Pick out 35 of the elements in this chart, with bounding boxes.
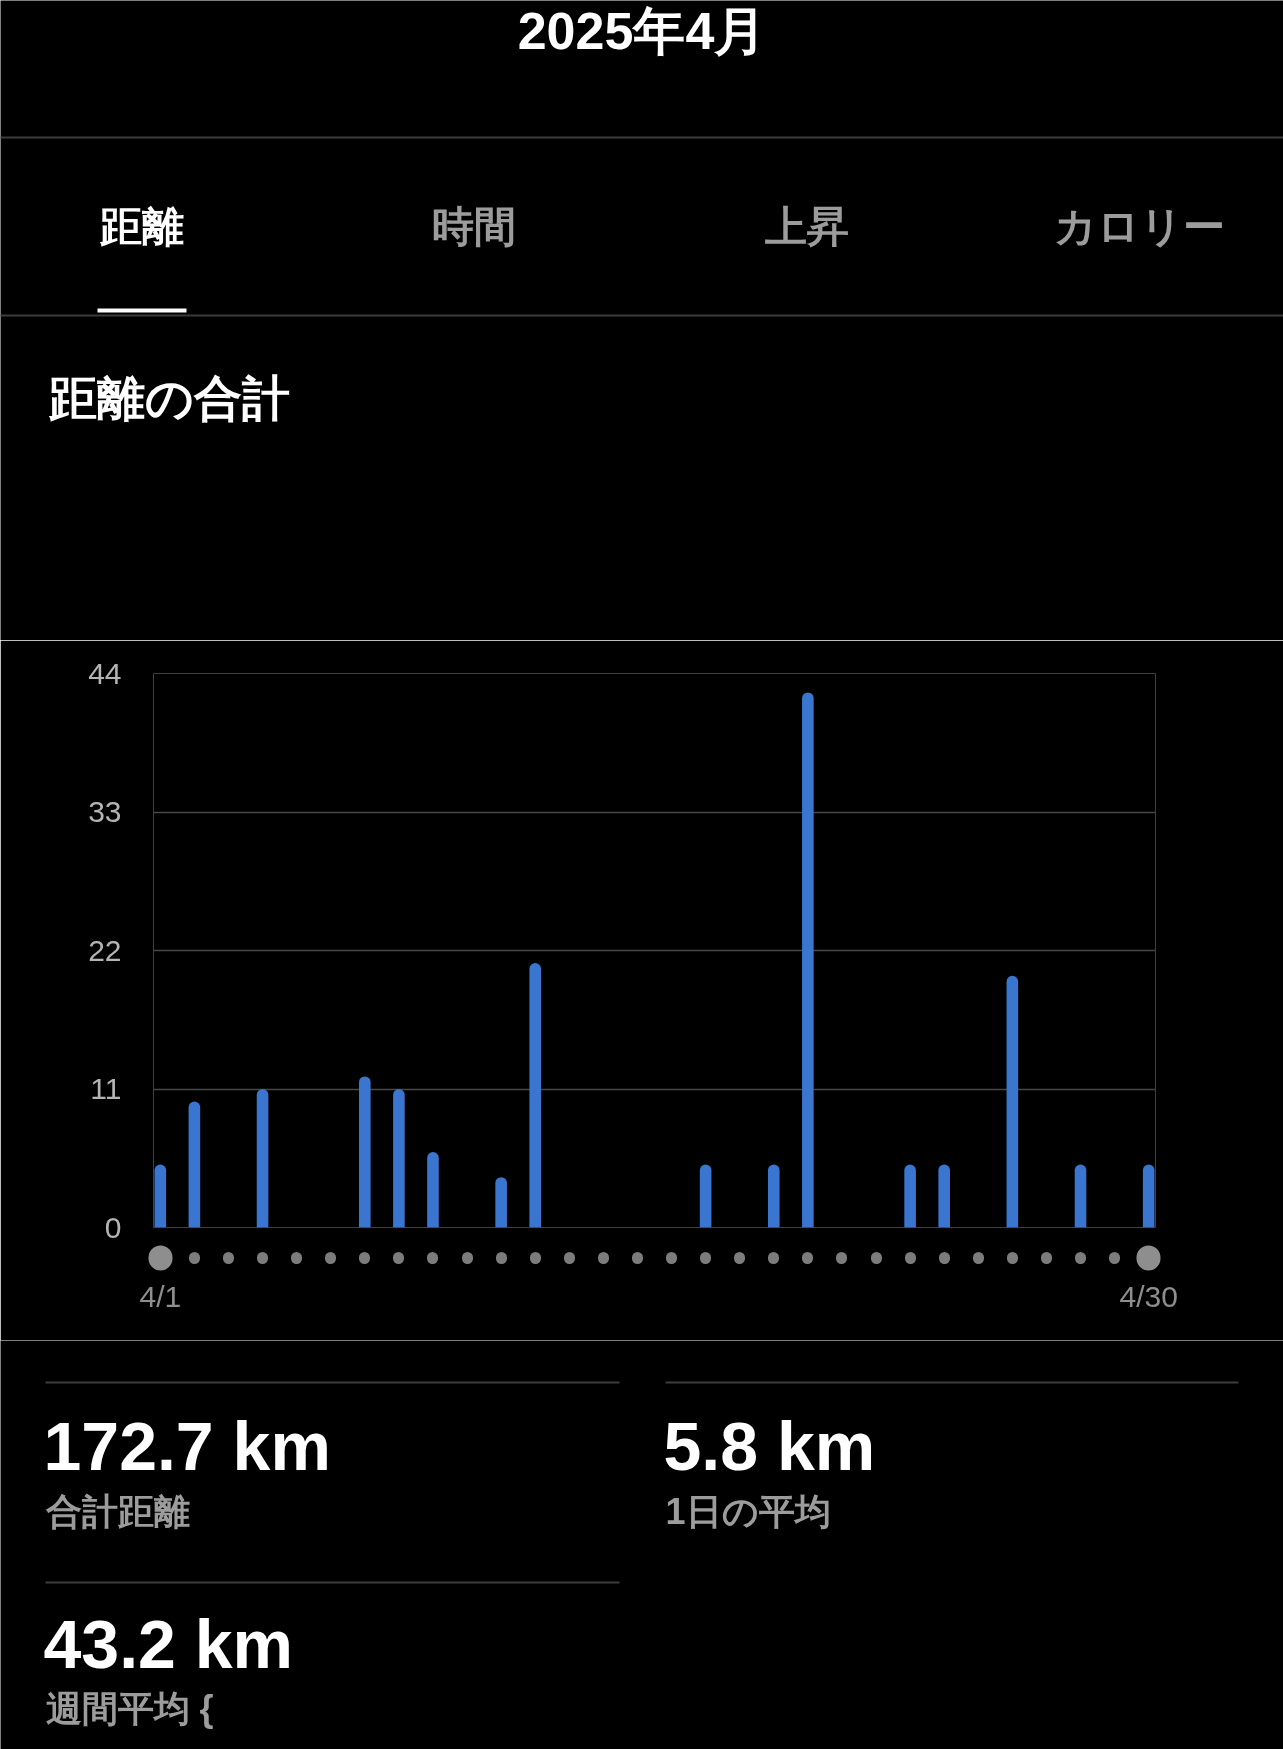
y-tick-label: 0 <box>104 1210 122 1244</box>
text: 距離 <box>98 203 184 250</box>
bar <box>938 1164 950 1228</box>
text: 時間 <box>431 203 516 250</box>
text: 週間平均 { <box>45 1688 214 1729</box>
bar <box>904 1164 916 1228</box>
bar <box>359 1076 371 1228</box>
text: 上昇 <box>763 203 849 250</box>
bar <box>1006 975 1019 1228</box>
x-tick-label: 4/30 <box>1119 1279 1178 1313</box>
bar <box>188 1101 201 1228</box>
bar <box>393 1089 405 1228</box>
text: 43.2 km <box>43 1605 294 1682</box>
chart-title: 2025年4月 <box>517 1 767 60</box>
bar <box>427 1151 439 1228</box>
bar <box>1074 1164 1087 1228</box>
bar <box>495 1177 507 1228</box>
bar <box>802 692 814 1228</box>
x-tick-label: 4/1 <box>139 1279 182 1313</box>
chart-subtitle: 距離の合計 <box>47 372 290 425</box>
text: 5.8 km <box>663 1407 876 1484</box>
text: 172.7 km <box>43 1407 331 1484</box>
bar <box>767 1164 780 1228</box>
text: 合計距離 <box>44 1491 190 1532</box>
text: カロリー <box>1054 203 1225 250</box>
bar <box>529 963 542 1228</box>
y-tick-label: 44 <box>88 656 122 690</box>
bar <box>1142 1164 1155 1228</box>
y-tick-label: 33 <box>88 795 122 828</box>
y-tick-label: 11 <box>90 1072 122 1105</box>
bar <box>699 1164 712 1228</box>
bar <box>256 1089 269 1228</box>
y-tick-label: 22 <box>88 933 122 967</box>
bar <box>154 1164 167 1228</box>
text: 1日の平均 <box>665 1491 831 1532</box>
